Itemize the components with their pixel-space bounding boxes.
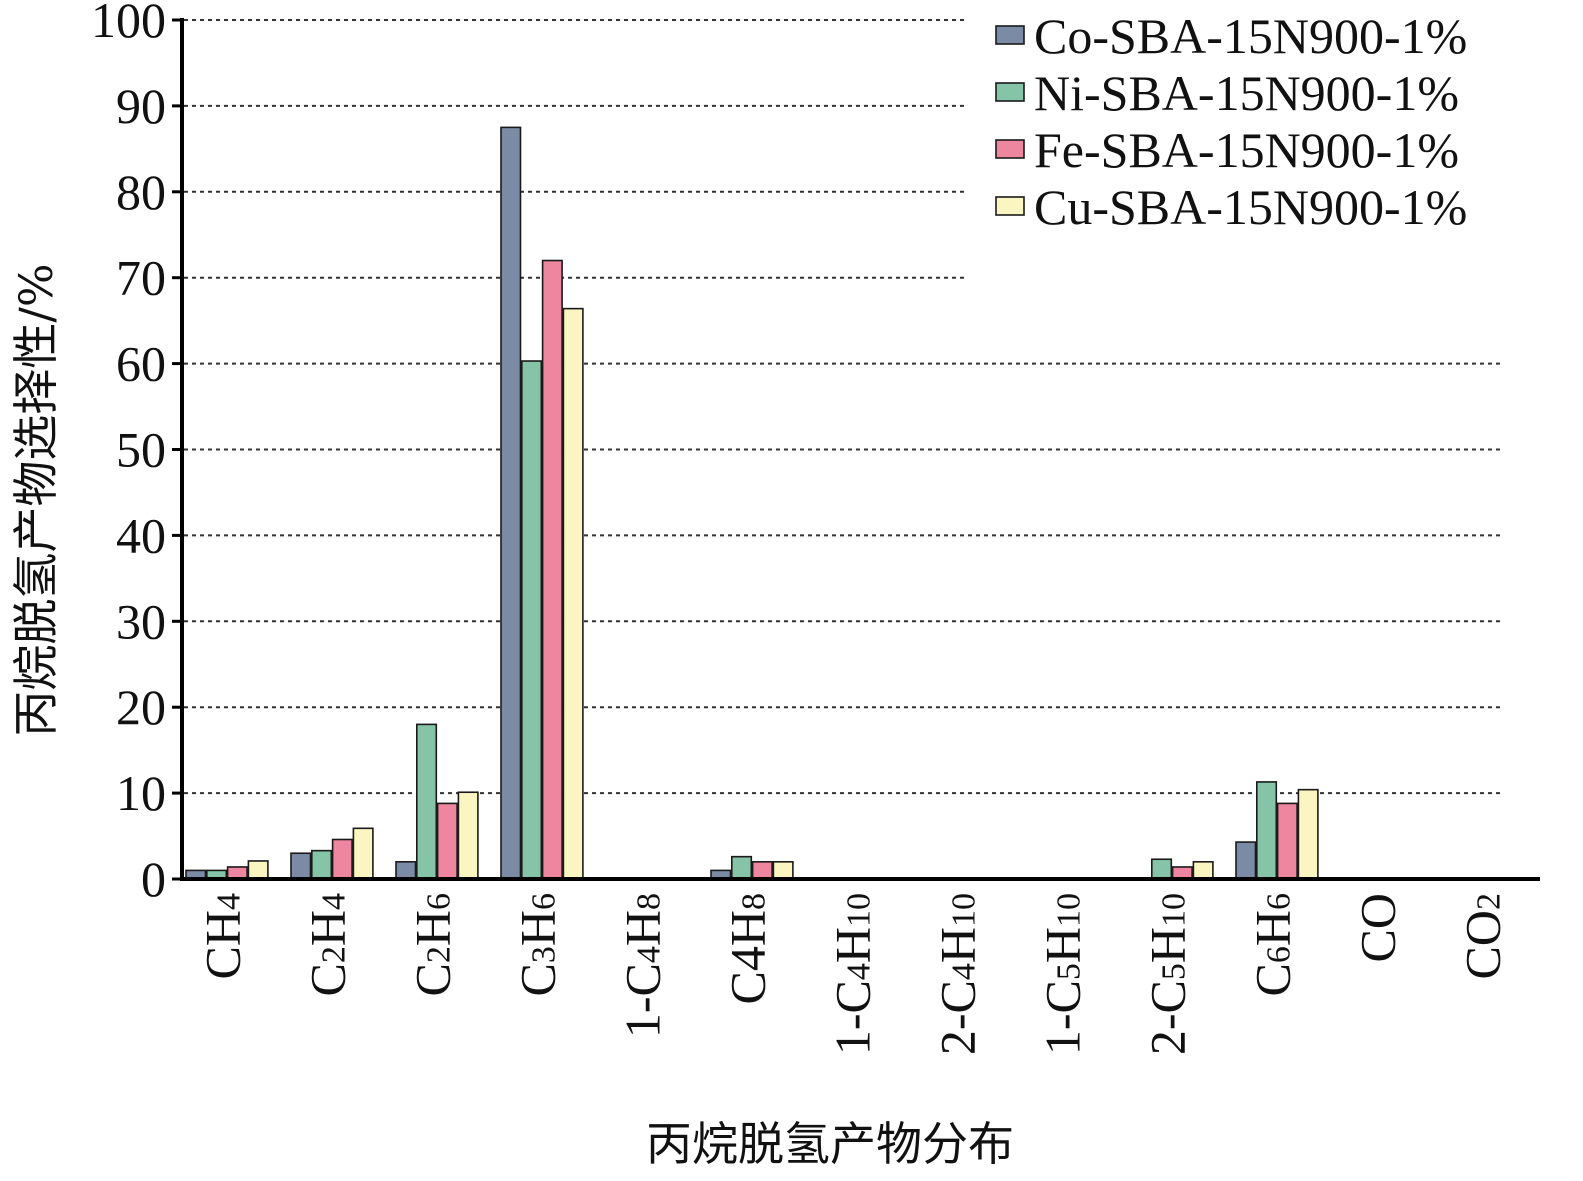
y-tick-label: 10 xyxy=(116,765,166,821)
y-tick-label: 80 xyxy=(116,164,166,220)
y-tick-label: 30 xyxy=(116,593,166,649)
bar xyxy=(310,849,333,880)
x-tick-label: C3H6 xyxy=(510,893,566,996)
legend-label: Fe-SBA-15N900-1% xyxy=(1034,122,1459,178)
legend: Co-SBA-15N900-1%Ni-SBA-15N900-1%Fe-SBA-1… xyxy=(995,8,1467,235)
x-tick-label: C2H4 xyxy=(300,893,356,996)
y-tick-label: 100 xyxy=(91,0,166,48)
y-tick-label: 50 xyxy=(116,422,166,478)
bar xyxy=(1235,841,1257,880)
y-tick-label: 0 xyxy=(141,851,166,907)
x-tick-label: CO xyxy=(1350,893,1406,962)
x-tick-label: 1-C4H10 xyxy=(825,893,881,1055)
y-axis-title: 丙烷脱氢产物选择性/% xyxy=(9,263,63,736)
x-tick-label: 2-C5H10 xyxy=(1140,893,1196,1055)
legend-label: Co-SBA-15N900-1% xyxy=(1034,8,1467,64)
x-tick-labels: CH4 C2H4 C2H6 C3H6 1-C4H8 C4H8 1-C4H10 2-C4H10 1… xyxy=(195,893,1511,1055)
gridlines xyxy=(184,19,1502,795)
bar xyxy=(457,791,479,880)
bar xyxy=(1297,788,1319,880)
bar xyxy=(331,838,353,880)
bar xyxy=(772,861,794,880)
x-tick-label: CH4 xyxy=(195,893,251,979)
legend-swatch xyxy=(995,25,1025,45)
bar xyxy=(436,802,458,880)
x-tick-label: C6H6 xyxy=(1245,893,1301,996)
bar xyxy=(247,860,269,880)
bar xyxy=(520,360,543,880)
y-ticks: 0 10 20 30 40 50 60 70 80 90 100 xyxy=(91,0,182,907)
y-tick-label: 40 xyxy=(116,507,166,563)
legend-swatch xyxy=(995,82,1025,102)
y-tick-label: 60 xyxy=(116,336,166,392)
x-tick-label: C4H8 xyxy=(720,893,776,1004)
x-tick-label: 2-C4H10 xyxy=(930,893,986,1055)
x-tick-label: 1-C5H10 xyxy=(1035,893,1091,1055)
x-axis-title: 丙烷脱氢产物分布 xyxy=(646,1117,1014,1171)
x-tick-label: CO2 xyxy=(1455,893,1511,979)
bar xyxy=(751,861,773,880)
bar xyxy=(290,852,312,880)
y-tick-label: 90 xyxy=(116,78,166,134)
bar xyxy=(562,307,584,880)
bar xyxy=(730,855,753,880)
legend-label: Ni-SBA-15N900-1% xyxy=(1034,65,1459,121)
bar xyxy=(1256,781,1278,880)
bar xyxy=(1276,802,1298,880)
bar xyxy=(1151,858,1173,880)
legend-label: Cu-SBA-15N900-1% xyxy=(1034,179,1467,235)
bar xyxy=(541,259,563,880)
bars xyxy=(185,126,1319,880)
y-tick-label: 70 xyxy=(116,250,166,306)
y-tick-label: 20 xyxy=(116,679,166,735)
bar xyxy=(395,861,417,880)
bar xyxy=(415,723,438,880)
x-tick-label: 1-C4H8 xyxy=(615,893,671,1038)
bar xyxy=(500,126,522,880)
bar xyxy=(1192,861,1214,880)
bar xyxy=(352,827,374,880)
legend-swatch xyxy=(995,196,1025,216)
legend-swatch xyxy=(995,139,1025,159)
x-tick-label: C2H6 xyxy=(405,893,461,996)
